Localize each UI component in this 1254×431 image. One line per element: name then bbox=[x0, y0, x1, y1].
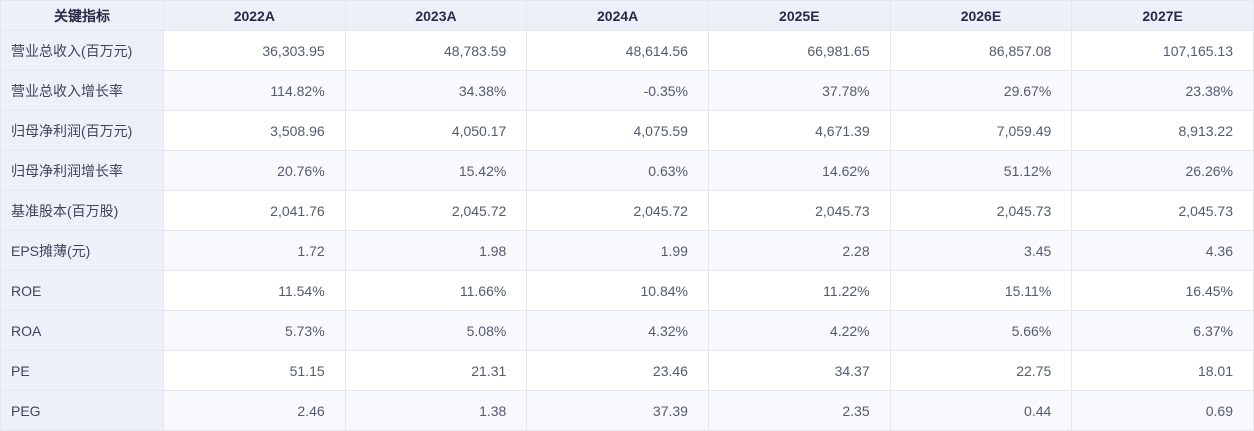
metric-value-cell: 1.99 bbox=[526, 230, 709, 271]
row-label: 营业总收入(百万元) bbox=[0, 30, 164, 71]
row-pe: PE 51.15 21.31 23.46 34.37 22.75 18.01 bbox=[0, 350, 1254, 391]
metric-value-cell: 4,075.59 bbox=[526, 110, 709, 151]
row-label: EPS摊薄(元) bbox=[0, 230, 164, 271]
metric-value-cell: 3,508.96 bbox=[163, 110, 346, 151]
metric-value-cell: 11.66% bbox=[344, 270, 528, 311]
row-label: PE bbox=[0, 350, 164, 391]
metric-value-cell: 48,783.59 bbox=[344, 30, 528, 71]
metric-value-cell: 29.67% bbox=[889, 70, 1073, 111]
metric-value-cell: 10.84% bbox=[526, 270, 709, 311]
metric-value-cell: 11.54% bbox=[163, 270, 346, 311]
metric-value-cell: 18.01 bbox=[1071, 350, 1254, 391]
metric-value-cell: 5.08% bbox=[344, 310, 528, 351]
metric-value-cell: 20.76% bbox=[163, 150, 346, 191]
column-header-2026e: 2026E bbox=[889, 0, 1073, 31]
row-net-profit-growth: 归母净利润增长率 20.76% 15.42% 0.63% 14.62% 51.1… bbox=[0, 150, 1254, 191]
metric-value-cell: 51.12% bbox=[889, 150, 1073, 191]
table-header-row: 关键指标 2022A 2023A 2024A 2025E 2026E 2027E bbox=[0, 0, 1254, 31]
row-eps-diluted: EPS摊薄(元) 1.72 1.98 1.99 2.28 3.45 4.36 bbox=[0, 230, 1254, 271]
row-total-revenue: 营业总收入(百万元) 36,303.95 48,783.59 48,614.56… bbox=[0, 30, 1254, 71]
metric-value-cell: 37.78% bbox=[707, 70, 891, 111]
metric-value-cell: 23.46 bbox=[526, 350, 709, 391]
metric-value-cell: 23.38% bbox=[1071, 70, 1254, 111]
metric-value-cell: 5.66% bbox=[889, 310, 1073, 351]
metric-value-cell: 2.28 bbox=[707, 230, 891, 271]
metric-value-cell: 0.63% bbox=[526, 150, 709, 191]
metric-value-cell: 4,050.17 bbox=[344, 110, 528, 151]
row-total-revenue-growth: 营业总收入增长率 114.82% 34.38% -0.35% 37.78% 29… bbox=[0, 70, 1254, 111]
metric-value-cell: 2,045.73 bbox=[707, 190, 891, 231]
metric-value-cell: 34.37 bbox=[707, 350, 891, 391]
row-label: 营业总收入增长率 bbox=[0, 70, 164, 111]
metric-value-cell: 2,045.72 bbox=[526, 190, 709, 231]
metric-value-cell: -0.35% bbox=[526, 70, 709, 111]
metric-value-cell: 37.39 bbox=[526, 390, 709, 431]
metric-value-cell: 3.45 bbox=[889, 230, 1073, 271]
column-header-2027e: 2027E bbox=[1071, 0, 1254, 31]
row-label: ROA bbox=[0, 310, 164, 351]
metric-value-cell: 2,045.73 bbox=[889, 190, 1073, 231]
column-header-indicator: 关键指标 bbox=[0, 0, 164, 31]
metric-value-cell: 4,671.39 bbox=[707, 110, 891, 151]
metric-value-cell: 4.22% bbox=[707, 310, 891, 351]
metric-value-cell: 21.31 bbox=[344, 350, 528, 391]
row-net-profit: 归母净利润(百万元) 3,508.96 4,050.17 4,075.59 4,… bbox=[0, 110, 1254, 151]
metric-value-cell: 11.22% bbox=[707, 270, 891, 311]
metric-value-cell: 2,045.73 bbox=[1071, 190, 1254, 231]
metric-value-cell: 1.72 bbox=[163, 230, 346, 271]
column-header-2022a: 2022A bbox=[163, 0, 346, 31]
metric-value-cell: 107,165.13 bbox=[1071, 30, 1254, 71]
row-label: ROE bbox=[0, 270, 164, 311]
metric-value-cell: 1.98 bbox=[344, 230, 528, 271]
metric-value-cell: 51.15 bbox=[163, 350, 346, 391]
metric-value-cell: 1.38 bbox=[344, 390, 528, 431]
metric-value-cell: 26.26% bbox=[1071, 150, 1254, 191]
column-header-2025e: 2025E bbox=[707, 0, 891, 31]
column-header-2023a: 2023A bbox=[344, 0, 528, 31]
metric-value-cell: 14.62% bbox=[707, 150, 891, 191]
row-label: 归母净利润增长率 bbox=[0, 150, 164, 191]
metric-value-cell: 16.45% bbox=[1071, 270, 1254, 311]
row-roe: ROE 11.54% 11.66% 10.84% 11.22% 15.11% 1… bbox=[0, 270, 1254, 311]
metric-value-cell: 66,981.65 bbox=[707, 30, 891, 71]
row-label: PEG bbox=[0, 390, 164, 431]
metric-value-cell: 48,614.56 bbox=[526, 30, 709, 71]
metric-value-cell: 114.82% bbox=[163, 70, 346, 111]
metric-value-cell: 6.37% bbox=[1071, 310, 1254, 351]
metric-value-cell: 15.42% bbox=[344, 150, 528, 191]
metric-value-cell: 0.44 bbox=[889, 390, 1073, 431]
metric-value-cell: 5.73% bbox=[163, 310, 346, 351]
metric-value-cell: 2.35 bbox=[707, 390, 891, 431]
metric-value-cell: 34.38% bbox=[344, 70, 528, 111]
metric-value-cell: 2,041.76 bbox=[163, 190, 346, 231]
metric-value-cell: 7,059.49 bbox=[889, 110, 1073, 151]
metric-value-cell: 86,857.08 bbox=[889, 30, 1073, 71]
metric-value-cell: 36,303.95 bbox=[163, 30, 346, 71]
column-header-2024a: 2024A bbox=[526, 0, 709, 31]
metric-value-cell: 4.32% bbox=[526, 310, 709, 351]
metric-value-cell: 0.69 bbox=[1071, 390, 1254, 431]
row-label: 基准股本(百万股) bbox=[0, 190, 164, 231]
row-label: 归母净利润(百万元) bbox=[0, 110, 164, 151]
metric-value-cell: 15.11% bbox=[889, 270, 1073, 311]
row-base-share-capital: 基准股本(百万股) 2,041.76 2,045.72 2,045.72 2,0… bbox=[0, 190, 1254, 231]
metric-value-cell: 2,045.72 bbox=[344, 190, 528, 231]
row-roa: ROA 5.73% 5.08% 4.32% 4.22% 5.66% 6.37% bbox=[0, 310, 1254, 351]
metric-value-cell: 22.75 bbox=[889, 350, 1073, 391]
metric-value-cell: 2.46 bbox=[163, 390, 346, 431]
row-peg: PEG 2.46 1.38 37.39 2.35 0.44 0.69 bbox=[0, 390, 1254, 431]
metric-value-cell: 8,913.22 bbox=[1071, 110, 1254, 151]
metric-value-cell: 4.36 bbox=[1071, 230, 1254, 271]
